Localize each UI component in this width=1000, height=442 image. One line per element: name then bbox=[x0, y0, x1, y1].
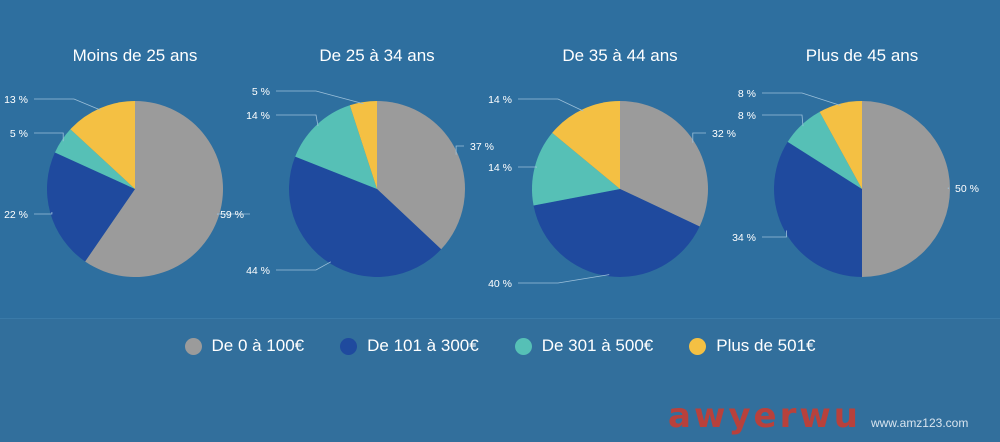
pct-label-301-500: 8 % bbox=[738, 110, 756, 122]
pie-slice-301-500 bbox=[532, 132, 620, 206]
pie-slice-501-plus bbox=[349, 101, 377, 189]
pct-label-501-plus: 13 % bbox=[4, 94, 28, 106]
leader-line-0-100 bbox=[216, 213, 250, 215]
legend-swatch-301-500 bbox=[514, 337, 532, 355]
pie-chart-1: Moins de 25 ans 59 % 22 % 5 % 13 % bbox=[4, 46, 250, 277]
pct-label-501-plus: 8 % bbox=[738, 88, 756, 100]
pie-title-4: Plus de 45 ans bbox=[806, 46, 918, 65]
watermark-logo: awyerwu bbox=[668, 396, 861, 436]
pie-slice-301-500 bbox=[787, 111, 862, 189]
leader-line-301-500 bbox=[518, 166, 537, 168]
pie-slice-0-100 bbox=[620, 101, 708, 227]
pie-slice-0-100 bbox=[377, 101, 466, 250]
legend-item-301-500: De 301 à 500€ bbox=[514, 336, 654, 356]
legend-label-101-300: De 101 à 300€ bbox=[367, 336, 479, 355]
pct-label-301-500: 5 % bbox=[10, 128, 28, 140]
legend-swatch-501-plus bbox=[689, 337, 707, 355]
pct-label-301-500: 14 % bbox=[246, 110, 270, 122]
leader-line-101-300 bbox=[276, 261, 331, 271]
watermark-url: www.amz123.com bbox=[870, 416, 969, 430]
leader-line-101-300 bbox=[518, 274, 610, 284]
pie-title-3: De 35 à 44 ans bbox=[562, 46, 677, 65]
legend-label-0-100: De 0 à 100€ bbox=[211, 336, 305, 355]
pie-chart-4: Plus de 45 ans 50 % 34 % 8 % 8 % bbox=[732, 46, 979, 277]
pct-label-0-100: 32 % bbox=[712, 128, 736, 140]
pct-label-101-300: 22 % bbox=[4, 209, 28, 221]
pct-label-501-plus: 14 % bbox=[488, 94, 512, 106]
pie-slice-0-100 bbox=[85, 101, 224, 277]
pie-slice-501-plus bbox=[552, 100, 620, 189]
legend-item-0-100: De 0 à 100€ bbox=[184, 336, 305, 356]
pie-slice-501-plus bbox=[70, 101, 135, 189]
pct-label-501-plus: 5 % bbox=[252, 86, 270, 98]
leader-line-101-300 bbox=[762, 230, 787, 238]
pie-chart-3: De 35 à 44 ans 32 % 40 % 14 % 14 % bbox=[488, 46, 736, 290]
pie-slice-301-500 bbox=[295, 105, 377, 189]
legend-swatch-101-300 bbox=[340, 337, 358, 355]
pie-slice-101-300 bbox=[533, 189, 700, 277]
legend-item-501-plus: Plus de 501€ bbox=[689, 336, 815, 356]
pie-slice-301-500 bbox=[54, 129, 136, 189]
pie-slice-0-100 bbox=[862, 101, 950, 277]
pie-title-1: Moins de 25 ans bbox=[73, 46, 198, 65]
legend: De 0 à 100€ De 101 à 300€ De 301 à 500€ … bbox=[0, 336, 1000, 356]
pct-label-101-300: 34 % bbox=[732, 232, 756, 244]
leader-line-501-plus bbox=[762, 92, 841, 106]
leader-line-301-500 bbox=[762, 114, 804, 127]
legend-item-101-300: De 101 à 300€ bbox=[340, 336, 479, 356]
legend-label-501-plus: Plus de 501€ bbox=[716, 336, 816, 355]
pct-label-101-300: 40 % bbox=[488, 278, 512, 290]
pie-charts: Moins de 25 ans 59 % 22 % 5 % 13 % De 25 à 34… bbox=[4, 46, 979, 290]
pct-label-101-300: 44 % bbox=[246, 265, 270, 277]
pie-slice-101-300 bbox=[289, 156, 442, 277]
leader-line-101-300 bbox=[34, 212, 53, 215]
leader-line-301-500 bbox=[276, 114, 319, 127]
leader-line-501-plus bbox=[518, 98, 584, 112]
pct-label-0-100: 37 % bbox=[470, 141, 494, 153]
pie-title-2: De 25 à 34 ans bbox=[319, 46, 434, 65]
pct-label-301-500: 14 % bbox=[488, 162, 512, 174]
legend-swatch-0-100 bbox=[184, 337, 202, 355]
pie-slice-501-plus bbox=[819, 101, 862, 189]
pie-chart-2: De 25 à 34 ans 37 % 44 % 14 % 5 % bbox=[246, 46, 494, 277]
pct-label-0-100: 50 % bbox=[955, 183, 979, 195]
pct-label-0-100: 59 % bbox=[220, 209, 244, 221]
pie-slice-101-300 bbox=[774, 141, 862, 277]
pie-slice-101-300 bbox=[46, 152, 135, 262]
leader-line-0-100 bbox=[455, 145, 464, 155]
legend-label-301-500: De 301 à 500€ bbox=[541, 336, 654, 355]
watermark: awyerwu www.amz123.com bbox=[668, 396, 968, 436]
leader-line-0-100 bbox=[692, 132, 706, 143]
leader-line-301-500 bbox=[34, 132, 64, 142]
leader-line-0-100 bbox=[947, 187, 949, 189]
leader-line-501-plus bbox=[34, 98, 101, 111]
leader-line-501-plus bbox=[276, 90, 364, 105]
legend-panel bbox=[0, 318, 1000, 442]
